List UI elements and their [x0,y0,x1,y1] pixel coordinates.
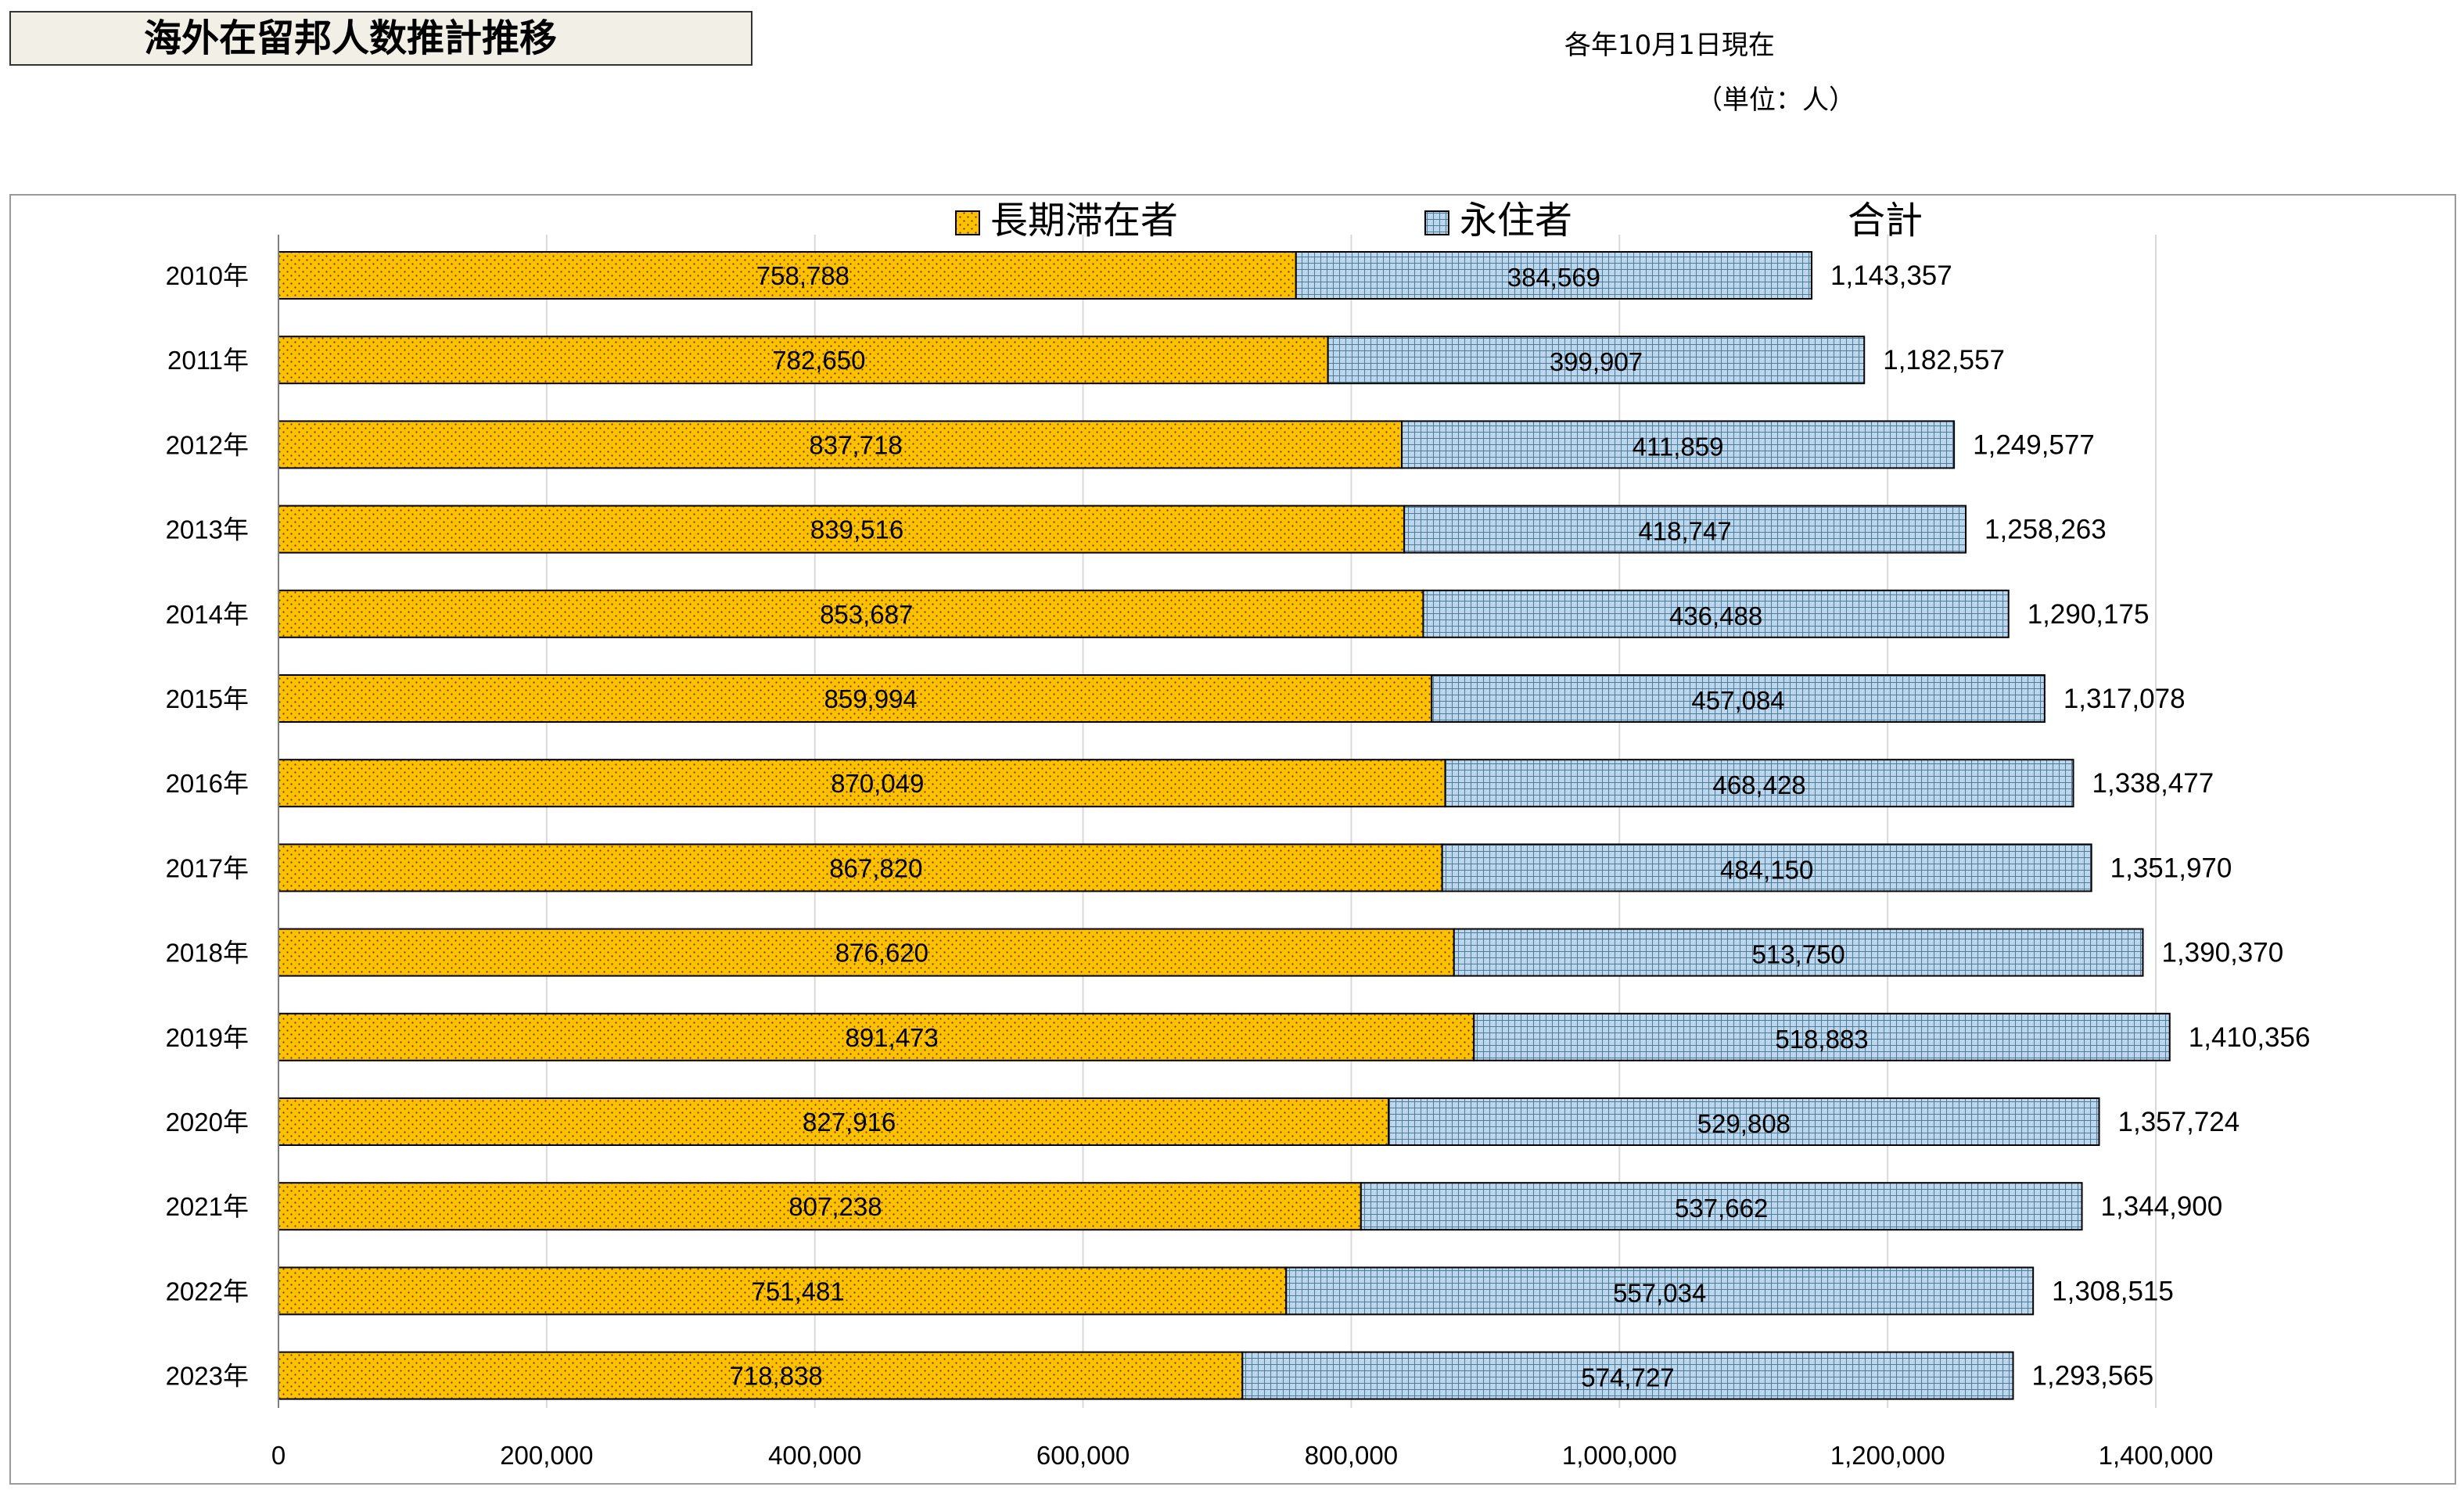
x-tick-label: 1,200,000 [1830,1441,1945,1470]
data-label-total: 1,258,263 [1984,515,2107,545]
bar-permanent [1453,928,2144,977]
bar-permanent [1422,589,2010,638]
data-label-permanent: 468,428 [1712,770,1805,799]
data-label-total: 1,290,175 [2028,599,2150,630]
data-label-permanent: 484,150 [1720,855,1813,884]
date-note: 各年10月1日現在 [1564,30,1775,61]
data-label-total: 1,351,970 [2110,853,2232,883]
bar-long-term [278,843,1443,892]
data-label-permanent: 529,808 [1697,1109,1791,1138]
bar-permanent [1441,843,2092,892]
data-label-permanent: 436,488 [1669,602,1762,630]
y-tick-label: 2013年 [166,515,249,544]
data-label-long-term: 827,916 [803,1108,896,1137]
y-tick-label: 2016年 [166,769,249,798]
data-label-long-term: 782,650 [772,346,865,375]
data-label-long-term: 758,788 [756,261,849,290]
data-label-permanent: 418,747 [1638,517,1731,546]
chart-frame [9,194,2456,1485]
data-label-total: 1,357,724 [2118,1107,2240,1137]
x-tick-label: 1,000,000 [1562,1441,1677,1470]
legend-label-long-term: 長期滞在者 [990,200,1178,242]
data-label-total: 1,182,557 [1883,345,2005,375]
data-label-long-term: 807,238 [788,1192,882,1221]
bar-permanent [1431,674,2046,723]
y-tick-label: 2012年 [166,430,249,459]
legend-swatch-permanent [1424,210,1449,235]
legend-swatch-long-term [955,210,980,235]
y-tick-label: 2022年 [166,1277,249,1305]
labels: 758,788 384,569 1,143,357 782,650 399,907 1,1… [729,260,2310,1392]
bar-permanent [1360,1182,2083,1231]
data-label-long-term: 853,687 [820,600,913,629]
bar-permanent [1327,336,1866,385]
x-tick-label: 600,000 [1036,1441,1130,1470]
bar-permanent [1285,1266,2035,1316]
data-label-permanent: 518,883 [1775,1025,1868,1054]
gridlines [545,235,2157,1408]
data-label-long-term: 876,620 [835,939,928,968]
bar-long-term [278,420,1403,469]
legend-label-total: 合計 [1848,200,1923,242]
bar-permanent [1444,759,2074,808]
data-label-permanent: 574,727 [1581,1363,1674,1392]
data-label-permanent: 557,034 [1613,1278,1706,1307]
chart-title: 海外在留邦人数推計推移 [9,11,752,66]
bar-permanent [1241,1351,2014,1400]
axes: 0 200,000 400,000 600,000 800,000 1,000,000 1,… [166,235,2214,1470]
y-tick-label: 2017年 [166,853,249,882]
data-label-long-term: 751,481 [751,1277,844,1305]
data-label-long-term: 867,820 [829,853,922,882]
data-label-total: 1,293,565 [2032,1361,2154,1392]
data-label-total: 1,344,900 [2101,1191,2223,1222]
data-label-total: 1,249,577 [1973,429,2095,460]
y-tick-label: 2015年 [166,684,249,713]
data-label-long-term: 859,994 [824,684,917,713]
y-tick-label: 2020年 [166,1108,249,1137]
data-label-total: 1,410,356 [2189,1022,2311,1053]
data-label-permanent: 513,750 [1751,940,1844,969]
y-tick-label: 2021年 [166,1192,249,1221]
x-tick-label: 800,000 [1305,1441,1398,1470]
data-label-permanent: 384,569 [1507,263,1600,292]
bar-permanent [1403,505,1967,554]
data-label-total: 1,338,477 [2092,768,2214,799]
x-tick-label: 1,400,000 [2099,1441,2214,1470]
data-label-permanent: 399,907 [1550,347,1643,376]
y-tick-label: 2019年 [166,1023,249,1052]
bar-permanent [1401,420,1956,469]
data-label-total: 1,143,357 [1830,260,1952,291]
bar-long-term [278,505,1406,554]
y-tick-label: 2018年 [166,939,249,968]
data-label-long-term: 837,718 [809,430,902,459]
data-label-long-term: 891,473 [845,1023,938,1052]
data-label-total: 1,390,370 [2161,938,2283,968]
legend-label-permanent: 永住者 [1460,200,1572,242]
data-label-long-term: 839,516 [810,515,903,544]
data-label-permanent: 457,084 [1691,686,1784,715]
data-label-total: 1,317,078 [2064,684,2186,714]
data-label-long-term: 718,838 [729,1362,822,1391]
data-label-total: 1,308,515 [2052,1276,2174,1306]
bars [278,251,2171,1400]
data-label-permanent: 537,662 [1675,1194,1768,1223]
y-tick-label: 2010年 [166,261,249,290]
data-label-permanent: 411,859 [1632,432,1724,461]
bar-permanent [1473,1012,2171,1061]
bar-permanent [1295,251,1813,300]
y-tick-label: 2023年 [166,1362,249,1391]
x-tick-label: 400,000 [768,1441,861,1470]
x-tick-label: 200,000 [500,1441,593,1470]
bar-long-term [278,1182,1362,1231]
bar-long-term [278,589,1424,638]
legend: 長期滞在者 永住者 合計 [955,200,1923,242]
x-tick-label: 0 [271,1441,286,1470]
data-label-long-term: 870,049 [831,769,924,798]
y-tick-label: 2014年 [166,600,249,629]
unit-note: （単位：人） [1696,84,1855,116]
y-tick-label: 2011年 [167,346,249,375]
bar-permanent [1388,1097,2100,1146]
bar-long-term [278,928,1455,977]
